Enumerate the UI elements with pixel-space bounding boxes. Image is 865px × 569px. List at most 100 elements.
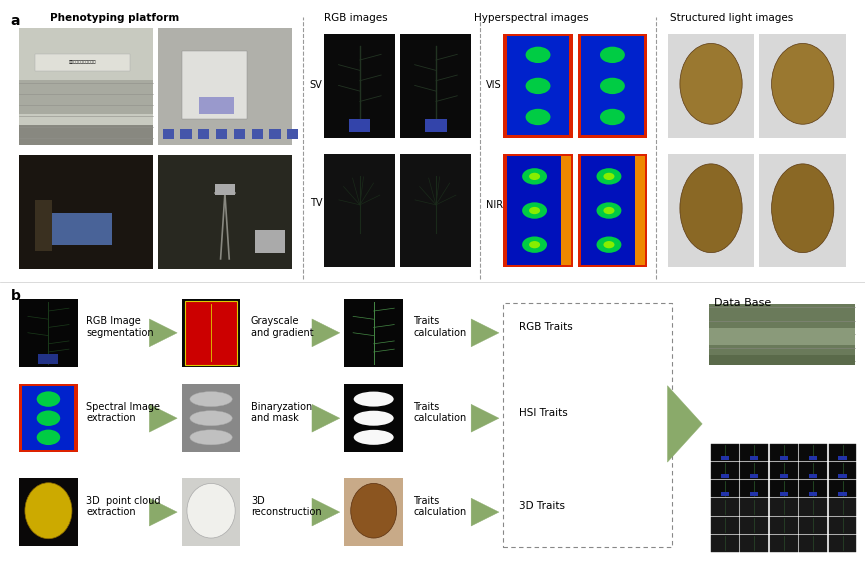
Bar (561, 156, 571, 265)
Bar (740, 498, 768, 516)
Ellipse shape (680, 43, 742, 124)
Bar (779, 492, 788, 496)
Ellipse shape (354, 411, 394, 426)
Ellipse shape (354, 430, 394, 445)
Bar (799, 535, 827, 552)
Text: RGB images: RGB images (324, 13, 388, 23)
Circle shape (604, 173, 614, 180)
Bar (711, 462, 739, 479)
Bar (721, 492, 729, 496)
Circle shape (522, 168, 547, 184)
Circle shape (604, 207, 614, 214)
Ellipse shape (680, 164, 742, 253)
Bar (770, 444, 798, 461)
Bar (182, 478, 240, 546)
Bar (19, 384, 78, 452)
Bar (503, 154, 573, 267)
Bar (19, 28, 153, 145)
Bar (635, 156, 645, 265)
Bar (750, 492, 759, 496)
Circle shape (522, 237, 547, 253)
Bar (255, 230, 285, 253)
Circle shape (600, 109, 625, 125)
Bar (829, 535, 856, 552)
Bar (507, 36, 569, 135)
Bar (668, 34, 754, 138)
Bar (809, 474, 817, 478)
Bar (158, 155, 292, 269)
Bar (19, 125, 153, 145)
Bar (770, 480, 798, 497)
Bar (770, 462, 798, 479)
Bar (779, 474, 788, 478)
Circle shape (526, 78, 550, 94)
Ellipse shape (190, 411, 232, 426)
Circle shape (597, 237, 621, 253)
Bar (809, 456, 817, 460)
Text: Hyperspectral images: Hyperspectral images (474, 13, 589, 23)
Bar (750, 474, 759, 478)
Bar (578, 34, 647, 138)
Bar (750, 456, 759, 460)
Bar (740, 517, 768, 534)
Circle shape (597, 203, 621, 218)
Bar (809, 492, 817, 496)
Text: 3D Traits: 3D Traits (519, 501, 565, 512)
Bar (324, 154, 395, 267)
Text: RGB Image
segmentation: RGB Image segmentation (86, 316, 154, 338)
Text: Traits
calculation: Traits calculation (413, 316, 467, 338)
Text: Traits
calculation: Traits calculation (413, 402, 467, 423)
Bar (759, 154, 846, 267)
Circle shape (36, 430, 61, 445)
Bar (344, 384, 403, 452)
Bar (182, 51, 247, 119)
Bar (181, 129, 192, 139)
Bar (829, 517, 856, 534)
Text: Grayscale
and gradient: Grayscale and gradient (251, 316, 313, 338)
Circle shape (526, 47, 550, 63)
Ellipse shape (354, 391, 394, 407)
Bar (711, 444, 739, 461)
Text: 臺灣機臺高通量育種平臺: 臺灣機臺高通量育種平臺 (68, 60, 96, 65)
Ellipse shape (190, 391, 232, 407)
Circle shape (529, 241, 540, 248)
Bar (740, 535, 768, 552)
Text: Structured light images: Structured light images (670, 13, 793, 23)
Text: 3D  point cloud
extraction: 3D point cloud extraction (86, 496, 161, 517)
Ellipse shape (350, 484, 397, 538)
Bar (182, 384, 240, 452)
Bar (711, 517, 739, 534)
Text: Phenotyping platform: Phenotyping platform (50, 13, 179, 23)
Text: RGB Traits: RGB Traits (519, 322, 573, 332)
Circle shape (36, 391, 61, 407)
Bar (709, 304, 855, 365)
Bar (799, 498, 827, 516)
Bar (503, 34, 573, 138)
Bar (838, 492, 847, 496)
Text: Traits
calculation: Traits calculation (413, 496, 467, 517)
Circle shape (600, 78, 625, 94)
Circle shape (522, 203, 547, 218)
Bar (22, 386, 74, 450)
Bar (838, 474, 847, 478)
Bar (740, 444, 768, 461)
Bar (721, 456, 729, 460)
Bar (759, 34, 846, 138)
Bar (799, 480, 827, 497)
Bar (198, 129, 209, 139)
Bar (770, 535, 798, 552)
Bar (19, 478, 78, 546)
Bar (344, 478, 403, 546)
Bar (581, 36, 644, 135)
Bar (19, 80, 153, 114)
Bar (269, 129, 280, 139)
Bar (799, 462, 827, 479)
Text: VIS: VIS (486, 80, 502, 90)
Bar (252, 129, 263, 139)
Bar (35, 200, 52, 251)
Circle shape (529, 173, 540, 180)
Bar (182, 299, 240, 367)
Bar (52, 213, 112, 245)
Circle shape (529, 207, 540, 214)
Text: HSI Traits: HSI Traits (519, 407, 567, 418)
